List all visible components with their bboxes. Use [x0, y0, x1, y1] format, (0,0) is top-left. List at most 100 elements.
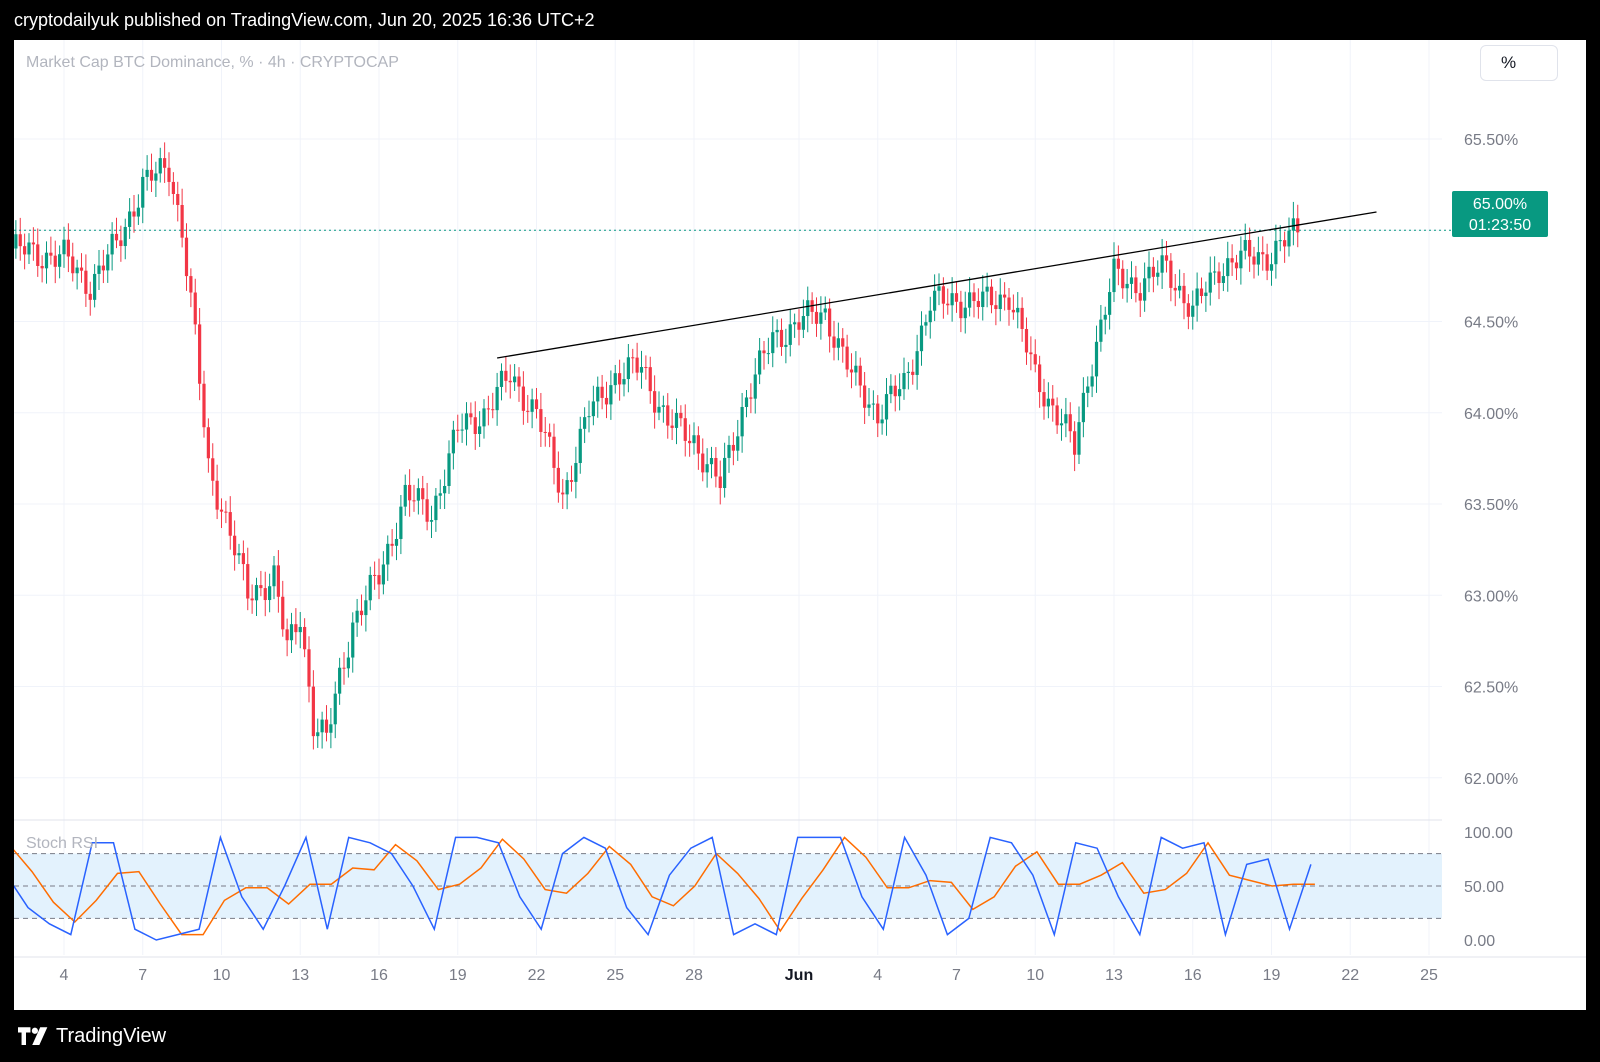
candle-body: [93, 273, 97, 300]
candle-body: [40, 265, 44, 269]
candle-body: [263, 588, 267, 601]
x-tick-label: 22: [528, 967, 546, 984]
candle-body: [941, 286, 945, 304]
candle-body: [692, 435, 696, 444]
candle-body: [1173, 287, 1177, 291]
tradingview-logo-icon: [18, 1026, 48, 1045]
candle-body: [1230, 258, 1234, 263]
candle-body: [23, 246, 27, 255]
candle-body: [1112, 258, 1116, 293]
candle-body: [841, 338, 845, 347]
candle-body: [136, 207, 140, 217]
candle-body: [324, 719, 329, 733]
candle-body: [574, 463, 578, 482]
candle-body: [775, 329, 779, 333]
candle-body: [884, 394, 889, 420]
candle-body: [552, 436, 556, 468]
percent-scale-button[interactable]: %: [1480, 45, 1558, 81]
candle-body: [237, 553, 241, 556]
candle-body: [893, 385, 897, 397]
candle-body: [863, 385, 867, 408]
candle-body: [386, 543, 390, 565]
candle-body: [1283, 240, 1287, 247]
candle-body: [556, 467, 560, 493]
candle-body: [1186, 303, 1190, 317]
candle-body: [381, 564, 385, 585]
stoch-k-line: [0, 834, 1312, 941]
candle-body: [1147, 266, 1151, 279]
candle-body: [596, 386, 600, 402]
candle-body: [1121, 268, 1125, 289]
candle-body: [268, 586, 272, 601]
candle-body: [1208, 272, 1212, 293]
candle-body: [233, 535, 237, 556]
candle-body: [176, 193, 180, 206]
candle-body: [504, 370, 508, 381]
candle-body: [1042, 392, 1046, 407]
chart-panel[interactable]: 65.50% 64.50% 64.00% 63.50% 63.00% 62.50% 62.0…: [0, 40, 1586, 1010]
candle-body: [18, 234, 22, 247]
brand[interactable]: TradingView: [18, 1025, 166, 1048]
candle-body: [1103, 314, 1107, 320]
candle-body: [823, 308, 827, 313]
candle-body: [364, 600, 368, 616]
x-tick-label: 16: [370, 967, 388, 984]
candle-body: [206, 427, 210, 459]
candle-body: [508, 380, 512, 383]
candle-body: [1007, 297, 1011, 310]
candle-body: [1151, 266, 1155, 277]
candle-body: [473, 417, 477, 435]
rsi-tick-label: 0.00: [1464, 933, 1495, 950]
candle-body: [123, 226, 127, 247]
candle-body: [1055, 405, 1059, 426]
candle-body: [1164, 255, 1169, 261]
candle-body: [464, 413, 469, 430]
candle-body: [740, 406, 744, 437]
candle-body: [723, 457, 727, 489]
candle-body: [1077, 422, 1081, 455]
candle-body: [394, 538, 399, 546]
candle-body: [771, 332, 775, 354]
chart-svg[interactable]: 65.50% 64.50% 64.00% 63.50% 63.00% 62.50% 62.0…: [0, 40, 1586, 1010]
x-tick-label: 7: [138, 967, 147, 984]
candle-body: [797, 322, 801, 330]
candle-body: [1261, 252, 1265, 255]
candle-body: [1033, 354, 1037, 365]
candle-body: [1195, 288, 1199, 306]
candle-body: [53, 255, 57, 267]
candle-body: [959, 301, 963, 319]
candle-body: [443, 485, 447, 494]
y-tick-label: 65.50%: [1464, 132, 1518, 149]
candle-body: [889, 385, 893, 395]
candle-body: [1038, 364, 1042, 393]
candle-body: [631, 357, 635, 359]
candle-body: [478, 426, 482, 435]
candle-body: [989, 286, 994, 306]
candle-body: [604, 397, 609, 405]
candle-body: [84, 270, 88, 294]
candle-body: [1003, 294, 1007, 298]
candle-body: [1143, 278, 1147, 301]
candle-body: [766, 353, 770, 355]
x-tick-label: 25: [1420, 967, 1438, 984]
candle-body: [276, 565, 280, 597]
candle-body: [158, 158, 162, 174]
candle-body: [1073, 431, 1077, 455]
candle-body: [1094, 341, 1099, 377]
grid: [14, 40, 1586, 958]
candle-body: [1291, 218, 1295, 231]
price-label-box: 65.00% 01:23:50: [1452, 191, 1548, 237]
candle-body: [1024, 328, 1029, 353]
rsi-lines: [0, 834, 1315, 941]
candle-body: [1234, 262, 1239, 269]
candle-body: [736, 436, 740, 451]
candle-body: [27, 242, 31, 255]
candle-body: [591, 401, 595, 417]
candle-body: [937, 286, 941, 291]
candle-body: [1016, 307, 1020, 313]
candle-body: [316, 732, 320, 737]
candle-body: [36, 244, 40, 266]
candle-body: [219, 509, 224, 512]
candle-body: [491, 409, 495, 411]
candle-body: [1265, 254, 1269, 271]
